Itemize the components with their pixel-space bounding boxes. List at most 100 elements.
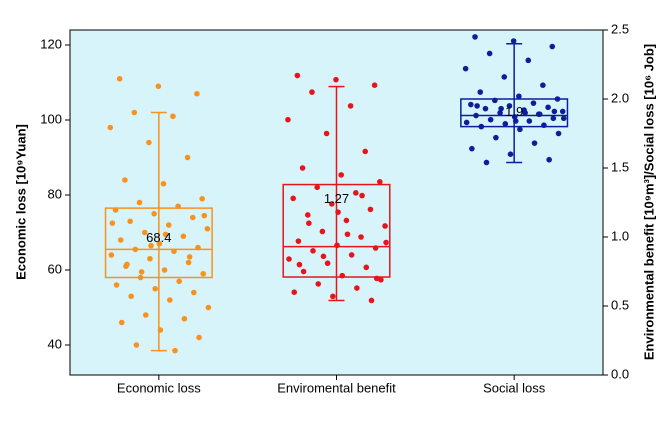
data-point [478, 123, 485, 130]
data-point [184, 154, 191, 161]
data-point [152, 285, 158, 292]
data-point [195, 244, 201, 251]
data-point [382, 223, 388, 229]
data-point [128, 293, 134, 300]
data-point [175, 203, 181, 210]
data-point [294, 72, 301, 79]
data-point [531, 140, 538, 146]
data-point [295, 238, 302, 244]
data-point [165, 222, 172, 228]
data-point [147, 255, 153, 262]
data-point [109, 220, 116, 226]
data-point [501, 74, 508, 80]
y2-axis-label: Environmental benefit [10⁹m³]/Social los… [641, 44, 656, 360]
data-point [151, 210, 157, 217]
data-point [549, 43, 556, 50]
data-point [463, 119, 470, 126]
data-point [477, 89, 484, 95]
data-point [314, 184, 320, 191]
data-point [555, 130, 562, 137]
data-point [176, 278, 182, 285]
data-point [335, 209, 341, 215]
y2-tick-label: 2.5 [611, 21, 629, 36]
data-point [296, 261, 303, 268]
data-point [474, 103, 480, 109]
data-point [468, 101, 474, 108]
data-point [372, 245, 379, 251]
data-point [482, 105, 489, 112]
data-point [483, 159, 490, 166]
data-point [118, 319, 125, 326]
data-point [348, 252, 355, 258]
data-point [324, 260, 331, 267]
data-point [330, 293, 336, 300]
data-point [358, 234, 364, 240]
data-point [373, 275, 380, 282]
box [460, 98, 569, 128]
data-point [160, 180, 167, 187]
data-point [320, 253, 327, 260]
data-point [339, 272, 346, 279]
data-point [554, 96, 561, 102]
data-point [383, 239, 389, 246]
data-point [113, 282, 120, 288]
data-point [517, 126, 523, 133]
data-point [285, 116, 291, 123]
y2-tick-label: 0.0 [611, 366, 629, 381]
data-point [472, 34, 478, 40]
data-point [131, 109, 138, 116]
data-point [541, 122, 547, 129]
data-point [347, 103, 354, 109]
data-point [286, 256, 292, 262]
data-point [367, 206, 374, 213]
y-axis-label: Economic loss [10⁹Yuan] [13, 124, 28, 280]
data-point [112, 207, 119, 213]
data-point [309, 89, 315, 95]
data-point [368, 297, 375, 304]
data-point [516, 93, 522, 100]
data-point [291, 289, 298, 296]
data-point [204, 225, 211, 232]
data-point [343, 217, 350, 224]
data-point [304, 212, 311, 218]
data-point [526, 118, 533, 124]
data-point [559, 108, 566, 115]
y-tick-label: 100 [40, 111, 62, 126]
data-point [116, 75, 123, 82]
data-point [161, 267, 168, 273]
data-point [157, 327, 164, 333]
data-point [196, 334, 202, 341]
data-point [507, 151, 514, 157]
data-point [166, 297, 173, 303]
data-point [522, 110, 528, 116]
data-point [506, 103, 513, 109]
y2-tick-label: 1.0 [611, 228, 629, 243]
data-point [493, 134, 499, 141]
data-point [122, 177, 128, 183]
data-point [530, 100, 537, 106]
data-point [124, 261, 130, 268]
data-point [185, 259, 192, 266]
data-point [525, 57, 532, 64]
data-point [117, 237, 124, 243]
data-point [371, 82, 378, 88]
y2-tick-label: 1.5 [611, 159, 629, 174]
data-point [462, 65, 469, 72]
data-point [170, 113, 176, 120]
data-point [181, 315, 188, 322]
data-point [498, 105, 504, 112]
data-point [132, 246, 139, 253]
data-point [487, 116, 494, 123]
data-point [201, 212, 208, 219]
data-point [306, 220, 312, 226]
data-point [148, 242, 154, 249]
x-tick-label: Social loss [483, 380, 546, 395]
data-point [136, 199, 143, 206]
data-point [338, 172, 344, 178]
data-point [344, 231, 351, 238]
data-point [162, 231, 169, 238]
data-point [550, 115, 557, 122]
data-point [469, 145, 475, 152]
data-point [536, 111, 543, 117]
